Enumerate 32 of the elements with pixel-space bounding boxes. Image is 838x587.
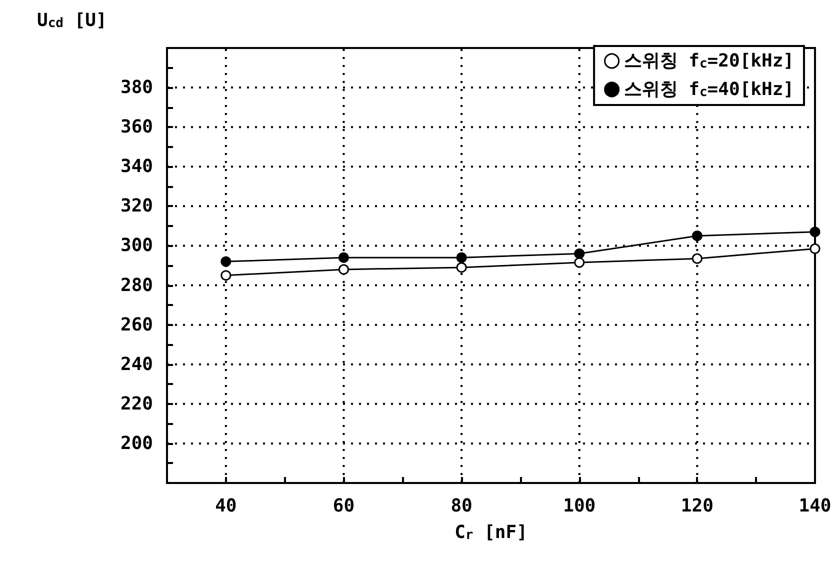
y-tick-label: 380 [120, 77, 153, 98]
y-tick-label: 200 [120, 432, 153, 454]
y-tick-label: 280 [120, 274, 153, 296]
y-tick-label: 340 [120, 156, 153, 178]
point [692, 253, 702, 264]
y-tick-label: 260 [120, 314, 153, 336]
point [692, 230, 702, 242]
y-tick-label: 300 [120, 235, 153, 256]
point [574, 257, 585, 268]
point [338, 264, 349, 275]
point [338, 252, 349, 263]
point [810, 226, 820, 238]
point [456, 252, 467, 263]
y-tick-label: 220 [120, 393, 153, 414]
y-tick-label: 360 [120, 116, 153, 138]
point [810, 243, 820, 254]
y-tick-label: 240 [120, 354, 153, 375]
point [220, 256, 232, 267]
y-axis-title: Ucd [U] [37, 10, 107, 31]
point [220, 270, 232, 281]
legend-label: 스위칭 fc=20[kHz] [624, 50, 794, 72]
y-tick-label: 320 [120, 196, 153, 217]
x-tick-label: 40 [215, 496, 237, 516]
x-tick-label: 60 [332, 496, 355, 516]
point [456, 262, 467, 273]
x-tick-label: 100 [563, 496, 596, 516]
x-tick-label: 120 [680, 496, 714, 516]
point [574, 248, 585, 259]
legend-label: 스위칭 fc=40[kHz] [624, 79, 794, 100]
x-axis-title: Cr [nF] [454, 522, 528, 543]
x-tick-label: 80 [450, 496, 472, 516]
x-tick-label: 140 [798, 496, 832, 516]
